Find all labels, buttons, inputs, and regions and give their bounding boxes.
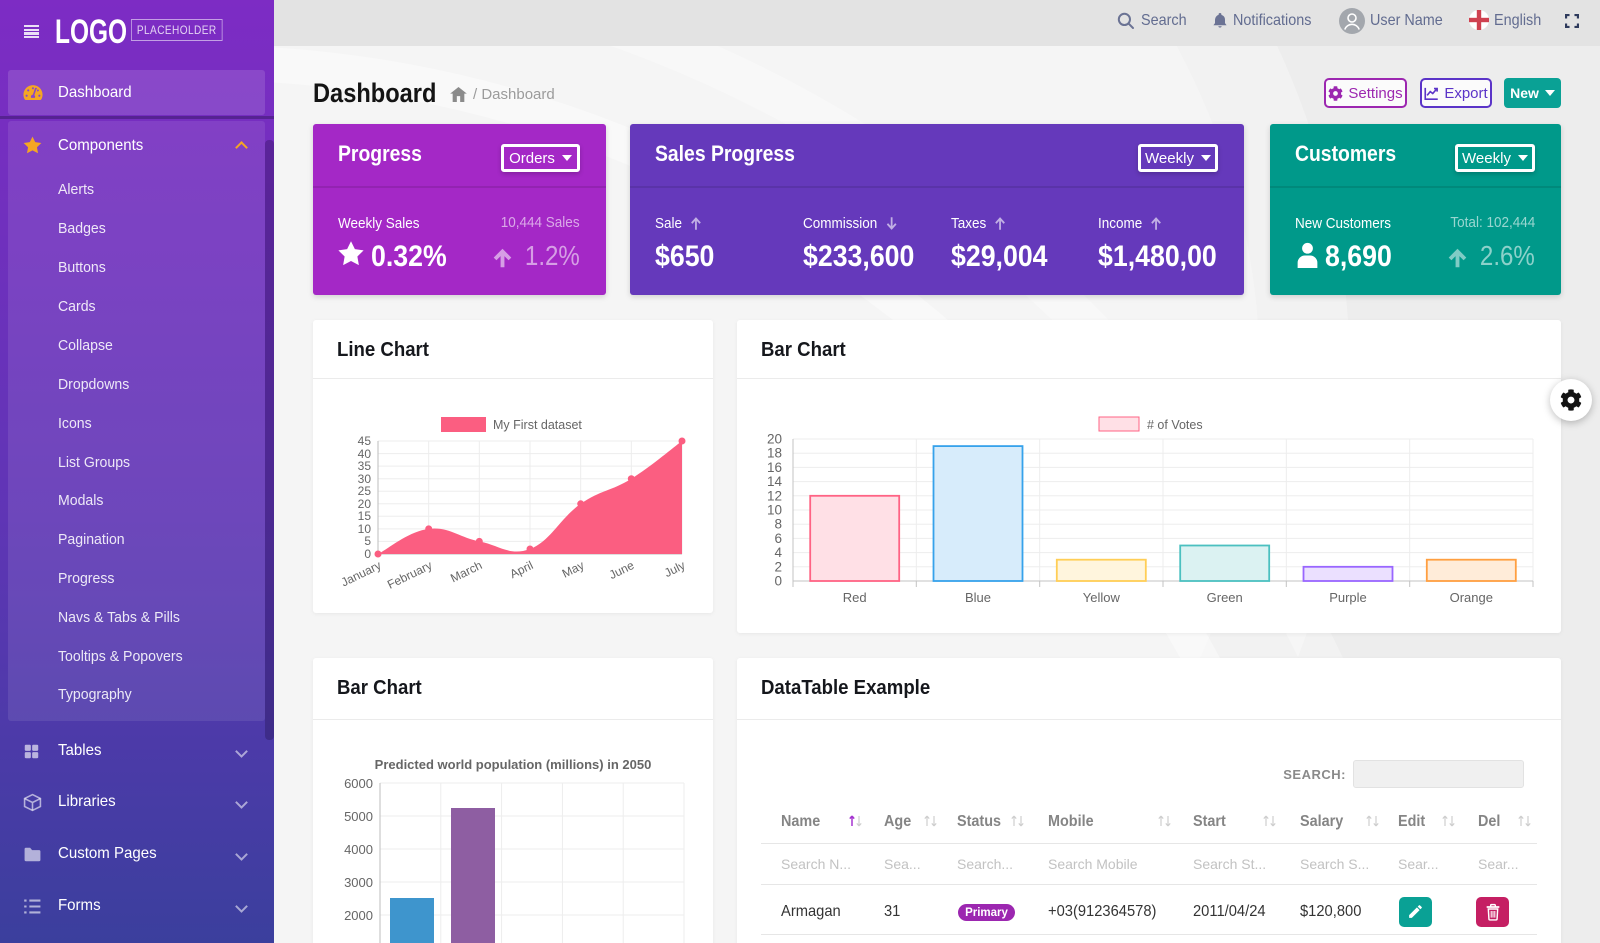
svg-text:Green: Green <box>1207 590 1243 605</box>
svg-text:4000: 4000 <box>344 842 373 857</box>
svg-text:My First dataset: My First dataset <box>493 418 582 432</box>
svg-text:2: 2 <box>774 559 782 574</box>
svg-text:Blue: Blue <box>965 590 991 605</box>
svg-text:5000: 5000 <box>344 809 373 824</box>
svg-text:Red: Red <box>843 590 867 605</box>
svg-text:6000: 6000 <box>344 776 373 791</box>
svg-text:40: 40 <box>358 447 372 461</box>
svg-text:6: 6 <box>774 531 782 546</box>
svg-text:Purple: Purple <box>1329 590 1367 605</box>
svg-text:20: 20 <box>767 432 782 447</box>
svg-text:35: 35 <box>358 459 372 473</box>
svg-text:14: 14 <box>767 474 783 489</box>
svg-text:4: 4 <box>774 545 782 560</box>
svg-text:January: January <box>339 558 384 589</box>
svg-text:April: April <box>508 558 536 581</box>
svg-text:July: July <box>662 558 687 580</box>
svg-text:10: 10 <box>767 503 782 518</box>
svg-text:16: 16 <box>767 460 782 475</box>
svg-text:8: 8 <box>774 517 782 532</box>
svg-text:June: June <box>607 558 637 582</box>
svg-text:5: 5 <box>364 534 371 548</box>
svg-text:1000: 1000 <box>344 941 373 943</box>
svg-text:Orange: Orange <box>1450 590 1493 605</box>
svg-text:Yellow: Yellow <box>1083 590 1121 605</box>
svg-text:February: February <box>385 558 434 592</box>
svg-text:# of Votes: # of Votes <box>1147 418 1203 432</box>
svg-text:2000: 2000 <box>344 908 373 923</box>
svg-text:3000: 3000 <box>344 875 373 890</box>
svg-text:15: 15 <box>358 509 372 523</box>
svg-text:18: 18 <box>767 446 782 461</box>
svg-text:0: 0 <box>774 574 782 589</box>
svg-text:30: 30 <box>358 472 372 486</box>
svg-text:20: 20 <box>358 497 372 511</box>
svg-text:Predicted world population (mi: Predicted world population (millions) in… <box>375 757 652 772</box>
svg-text:March: March <box>448 558 484 585</box>
svg-text:45: 45 <box>358 434 372 448</box>
svg-text:May: May <box>560 558 587 581</box>
svg-text:12: 12 <box>767 488 782 503</box>
svg-text:25: 25 <box>358 484 372 498</box>
svg-text:0: 0 <box>364 547 371 561</box>
svg-text:10: 10 <box>358 522 372 536</box>
